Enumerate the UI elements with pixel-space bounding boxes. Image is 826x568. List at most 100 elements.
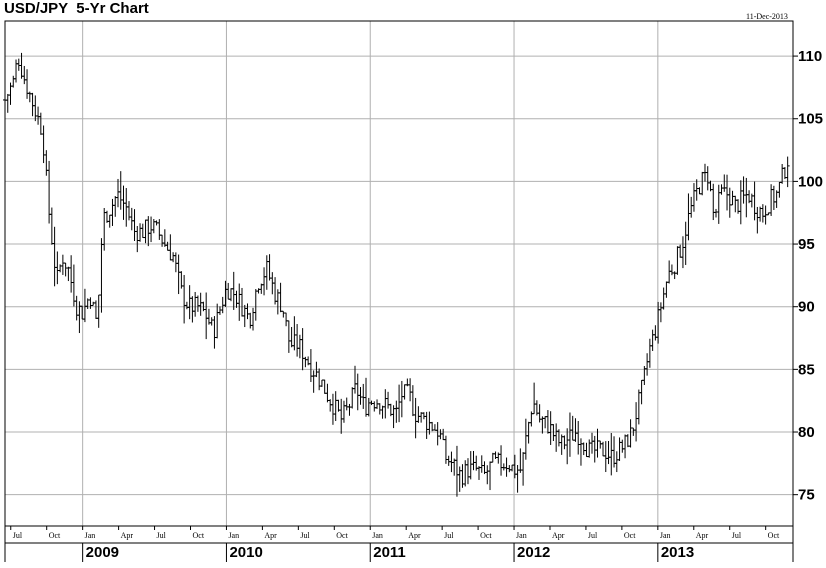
price-bar [3,98,7,104]
price-bar [300,328,305,371]
price-bar [650,329,655,351]
price-bar [567,412,572,457]
price-bar [245,303,250,320]
price-bar [176,254,181,295]
x-month-label: Oct [336,531,348,540]
price-bar [140,223,145,239]
y-tick-label: 85 [798,361,815,378]
price-bar [664,281,669,298]
price-bar [752,181,757,221]
price-bar [325,383,330,403]
price-bar [341,400,346,423]
price-bar [576,421,581,455]
price-bar [719,184,724,195]
price-bar [358,387,363,405]
x-month-label: Jul [444,531,454,540]
price-bar [760,204,765,223]
price-bar [273,277,278,305]
price-bar [63,262,68,277]
x-month-label: Jul [300,531,310,540]
price-bar [281,310,286,318]
price-bar [620,439,625,453]
price-bar [518,448,523,473]
price-bar [292,316,297,351]
price-bar [738,180,743,225]
price-bar [780,164,785,184]
price-bar [667,260,672,284]
price-bar [66,266,71,282]
price-bar [554,423,559,452]
price-bar [526,421,531,444]
price-bar [639,379,644,405]
price-bar [33,95,38,122]
price-bar [14,59,19,83]
price-bar [286,320,291,353]
price-bar [587,439,592,458]
price-bar [110,198,115,226]
x-month-label: Apr [408,531,421,540]
price-bar [322,379,327,394]
x-month-label: Oct [768,531,780,540]
price-bar [601,441,606,457]
price-bar [372,401,377,412]
price-bars [3,52,790,497]
price-bar [689,196,694,218]
price-bar [107,214,112,228]
plot-frame [4,20,794,527]
price-bar [771,185,776,211]
x-month-label: Oct [624,531,636,540]
price-bar [19,52,24,79]
price-bar [669,264,674,276]
x-month-label: Jul [13,531,23,540]
price-bar [672,271,677,280]
price-bar [636,389,641,425]
price-bar [182,274,187,324]
price-bar [454,445,459,497]
price-bar [399,380,404,418]
price-bar [711,183,716,221]
price-bar [463,460,468,487]
price-bar [647,338,652,368]
price-bar [617,437,622,461]
x-month-label: Oct [192,531,204,540]
price-bar [741,176,746,204]
price-bar [570,415,575,441]
price-bar [727,187,732,218]
price-bar [187,285,192,320]
price-bar [319,379,324,387]
price-bar [504,457,509,477]
price-bar [653,325,658,341]
price-bar [435,422,440,446]
price-bar [165,241,170,251]
price-bar [694,179,699,201]
price-bar [515,464,520,493]
price-bar [22,65,27,85]
price-bar [60,254,65,275]
y-tick-label: 100 [798,173,823,190]
price-bar [71,264,76,307]
price-bar [52,226,57,287]
price-bar [441,428,446,441]
x-year-label: 2012 [517,544,550,561]
price-bar [477,466,482,480]
price-bar [598,440,603,449]
price-bar [82,288,87,323]
price-bar [419,412,424,423]
price-bar [722,174,727,192]
price-bar [512,454,517,479]
price-bar [716,184,721,224]
price-bar [581,442,586,456]
price-bar [479,455,484,473]
price-bar [115,178,120,208]
price-bar [603,441,608,473]
x-month-label: Jan [372,531,383,540]
x-year-label: 2010 [229,544,262,561]
x-month-label: Jul [732,531,742,540]
price-bar [537,404,542,423]
price-bar [744,177,749,218]
price-bar [543,416,548,429]
price-bar [344,397,349,411]
price-bar [209,317,214,326]
price-bar [507,465,512,473]
